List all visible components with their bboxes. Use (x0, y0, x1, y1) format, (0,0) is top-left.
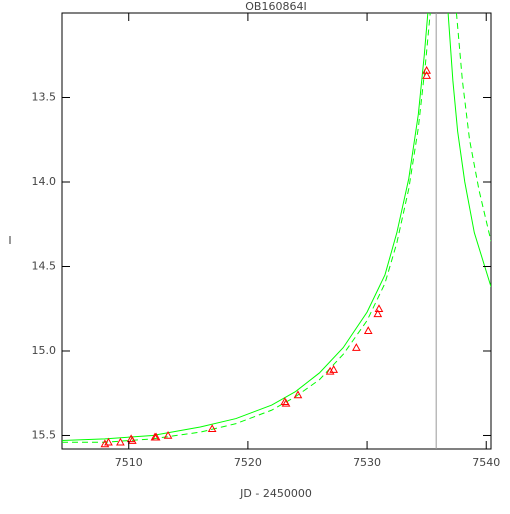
data-point (293, 390, 303, 399)
data-point (207, 424, 217, 433)
y-tick-label: 15.5 (32, 428, 57, 441)
chart-title: OB160864I (245, 0, 306, 13)
x-tick-label: 7530 (353, 456, 381, 469)
y-tick-label: 14.5 (32, 259, 57, 272)
data-point (329, 365, 339, 373)
data-point (422, 65, 431, 74)
plot-frame (61, 12, 492, 450)
y-tick-label: 13.5 (32, 90, 57, 103)
data-point (116, 437, 125, 446)
data-point (100, 439, 110, 448)
data-point (281, 398, 291, 407)
x-tick-label: 7540 (472, 456, 500, 469)
data-point (325, 366, 335, 375)
data-point (351, 343, 361, 351)
plot-area (62, 13, 491, 449)
data-point (104, 437, 113, 446)
y-tick-label: 15.0 (32, 344, 57, 357)
data-point (127, 436, 137, 444)
x-tick-label: 7510 (115, 456, 143, 469)
y-axis-label: I (8, 234, 11, 247)
data-point (363, 326, 373, 335)
data-point (374, 304, 384, 313)
model-curve (62, 13, 491, 443)
data-point (163, 430, 173, 439)
data-point (422, 70, 431, 79)
y-tick-label: 14.0 (32, 175, 57, 188)
data-point (373, 309, 383, 318)
data-point (151, 432, 161, 441)
x-axis-label: JD - 2450000 (239, 487, 312, 500)
x-tick-label: 7520 (234, 456, 262, 469)
model-curve (62, 13, 491, 442)
